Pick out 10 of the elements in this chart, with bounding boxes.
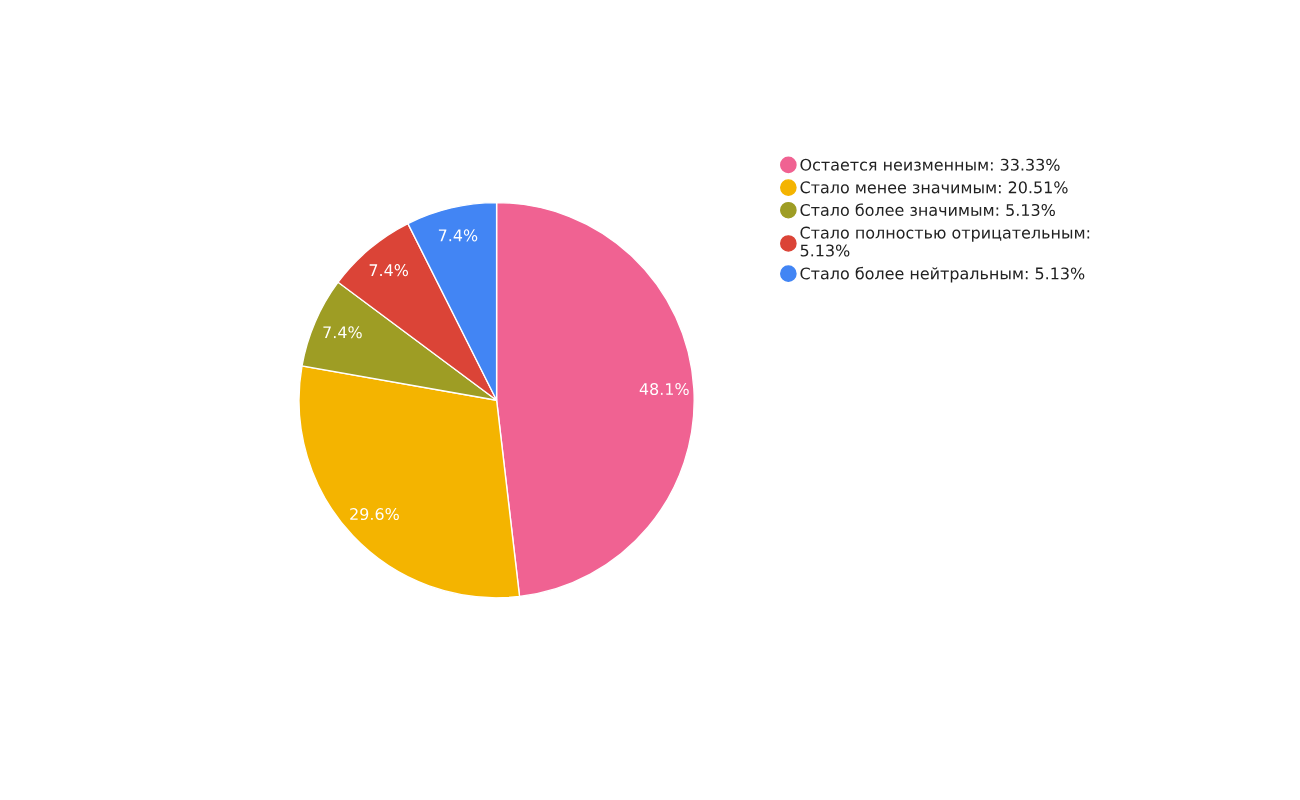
data-label: 7.4% <box>438 229 478 242</box>
legend-label: Стало более значимым: 5.13% <box>800 203 1055 217</box>
legend-label: Стало менее значимым: 20.51% <box>800 181 1068 194</box>
legend-label: Остается неизменным: 33.33% <box>800 158 1060 171</box>
data-label: 7.4% <box>369 264 409 277</box>
data-label: 29.6% <box>350 508 399 521</box>
legend-label: Стало более нейтральным: 5.13% <box>800 266 1085 283</box>
data-label: 7.4% <box>323 326 362 339</box>
legend-label: Стало полностью отрицательным: 5.13% <box>800 226 1090 257</box>
data-label: 48.1% <box>639 382 689 396</box>
